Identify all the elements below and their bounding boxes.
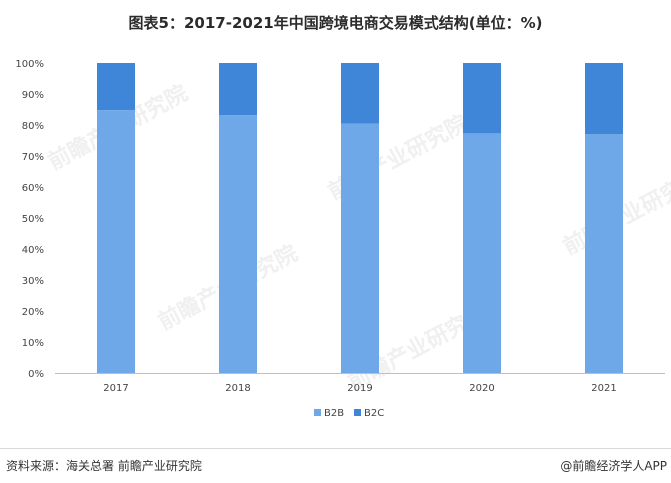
y-tick-label: 70%: [22, 152, 44, 163]
y-tick-label: 80%: [22, 121, 44, 132]
footer-divider: [0, 448, 671, 449]
legend-swatch-b2b: [314, 409, 321, 416]
source-note: 资料来源：海关总署 前瞻产业研究院: [6, 459, 202, 473]
x-tick-label: 2021: [591, 383, 616, 394]
bar-b2c: [341, 63, 379, 124]
bar-b2c: [585, 63, 623, 135]
y-tick-label: 60%: [22, 183, 44, 194]
y-tick-label: 40%: [22, 245, 44, 256]
bar-b2c: [219, 63, 257, 116]
bar-b2b: [463, 133, 501, 373]
bar-b2c: [463, 63, 501, 134]
chart-title: 图表5：2017-2021年中国跨境电商交易模式结构(单位：%): [128, 14, 543, 32]
stacked-bar-chart: 0% 10% 20% 30% 40% 50% 60% 70% 80% 90% 100% 2017 201…: [15, 59, 665, 419]
y-tick-label: 90%: [22, 90, 44, 101]
legend-label-b2b: B2B: [324, 408, 344, 419]
credit-note: @前瞻经济学人APP: [560, 459, 667, 473]
legend-swatch-b2c: [354, 409, 361, 416]
y-tick-label: 30%: [22, 276, 44, 287]
y-tick-label: 0%: [28, 369, 44, 380]
y-tick-label: 100%: [15, 59, 44, 70]
y-tick-label: 50%: [22, 214, 44, 225]
y-tick-label: 20%: [22, 307, 44, 318]
bar-b2c: [97, 63, 135, 111]
x-tick-label: 2020: [469, 383, 494, 394]
bar-b2b: [97, 110, 135, 374]
x-tick-label: 2017: [103, 383, 128, 394]
bar-b2b: [219, 115, 257, 373]
bar-b2b: [341, 123, 379, 373]
footer: 资料来源：海关总署 前瞻产业研究院 @前瞻经济学人APP: [0, 448, 671, 483]
x-tick-label: 2018: [225, 383, 250, 394]
bar-b2b: [585, 134, 623, 373]
x-tick-label: 2019: [347, 383, 372, 394]
legend-label-b2c: B2C: [364, 408, 384, 419]
y-tick-label: 10%: [22, 338, 44, 349]
